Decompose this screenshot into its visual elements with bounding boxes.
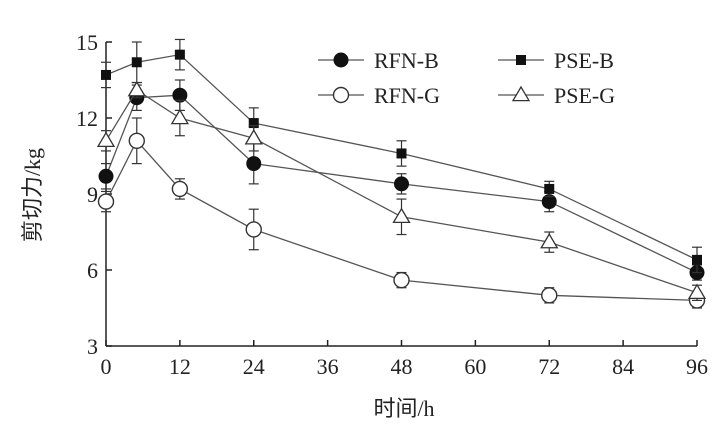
legend-item-pse-g: PSE-G	[498, 83, 615, 108]
data-point	[128, 132, 145, 150]
legend-marker	[511, 85, 531, 102]
data-point	[248, 118, 259, 129]
y-tick-label: 6	[87, 258, 98, 283]
x-tick-label: 36	[317, 354, 339, 379]
data-point	[394, 176, 409, 192]
series-pse-g	[96, 80, 707, 301]
series-layer	[96, 38, 707, 309]
data-point	[174, 49, 185, 60]
legend-label: PSE-B	[554, 48, 614, 73]
y-tick-label: 9	[87, 182, 98, 207]
legend-marker	[516, 55, 526, 65]
legend-label: RFN-G	[374, 83, 440, 108]
data-point	[396, 148, 407, 159]
data-point	[540, 232, 559, 249]
x-tick-label: 72	[538, 354, 560, 379]
data-point	[131, 57, 142, 68]
data-point	[98, 168, 114, 184]
data-point	[127, 80, 146, 97]
legend: RFN-B PSE-B RFN-G PSE-G	[318, 48, 615, 108]
data-point	[541, 287, 558, 304]
x-tick-label: 48	[391, 354, 413, 379]
data-point	[171, 180, 189, 198]
y-tick-label: 15	[76, 30, 98, 55]
series-rfn-b	[98, 79, 705, 281]
data-point	[96, 131, 116, 148]
data-point	[245, 221, 262, 238]
y-tick-label: 3	[87, 334, 98, 359]
series-rfn-g	[97, 117, 706, 309]
legend-label: PSE-G	[554, 83, 615, 108]
data-point	[544, 183, 555, 194]
x-tick-label: 0	[101, 354, 112, 379]
x-tick-label: 12	[169, 354, 191, 379]
data-point	[392, 207, 411, 224]
data-point	[101, 69, 111, 80]
legend-marker	[333, 52, 349, 68]
series-pse-b	[101, 38, 702, 274]
legend-item-rfn-g: RFN-G	[318, 83, 440, 108]
legend-item-pse-b: PSE-B	[498, 48, 614, 73]
data-point	[246, 156, 262, 172]
data-point	[244, 128, 263, 145]
x-tick-label: 96	[686, 354, 708, 379]
data-point	[692, 254, 702, 265]
legend-marker	[332, 86, 350, 104]
x-axis-title: 时间/h	[373, 396, 434, 421]
x-tick-label: 60	[464, 354, 486, 379]
y-tick-label: 12	[76, 106, 98, 131]
x-tick-label: 84	[612, 354, 634, 379]
legend-item-rfn-b: RFN-B	[318, 48, 439, 73]
data-point	[170, 108, 190, 125]
legend-label: RFN-B	[374, 48, 439, 73]
data-point	[687, 283, 707, 300]
y-axis-title: 剪切力/kg	[20, 148, 45, 242]
data-point	[97, 193, 115, 210]
data-point	[393, 271, 410, 289]
x-tick-label: 24	[243, 354, 265, 379]
